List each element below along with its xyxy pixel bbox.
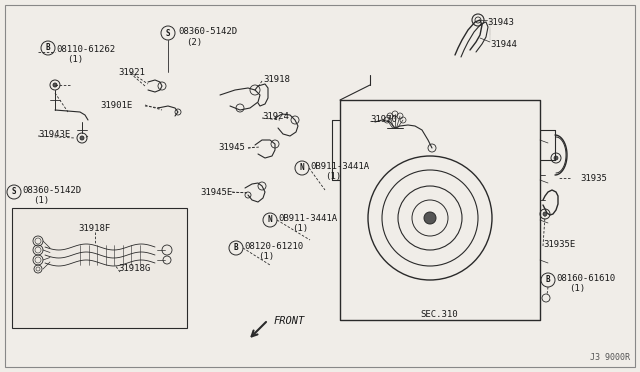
Circle shape	[424, 212, 436, 224]
Text: 31945: 31945	[218, 143, 245, 152]
Text: (1): (1)	[325, 172, 341, 181]
Text: 0B911-3441A: 0B911-3441A	[310, 162, 369, 171]
Text: (1): (1)	[292, 224, 308, 233]
Text: 31901E: 31901E	[100, 101, 132, 110]
Text: 31935: 31935	[580, 174, 607, 183]
Text: 08110-61262: 08110-61262	[56, 45, 115, 54]
Text: 08160-61610: 08160-61610	[556, 274, 615, 283]
Text: 31970: 31970	[370, 115, 397, 124]
Text: S: S	[166, 29, 170, 38]
Circle shape	[543, 212, 547, 216]
Text: B: B	[45, 44, 51, 52]
Text: 08360-5142D: 08360-5142D	[22, 186, 81, 195]
Text: FRONT: FRONT	[274, 316, 305, 326]
Text: N: N	[268, 215, 272, 224]
Text: 31944: 31944	[490, 40, 517, 49]
Text: 31935E: 31935E	[543, 240, 575, 249]
Text: 31918F: 31918F	[78, 224, 110, 233]
Text: (2): (2)	[186, 38, 202, 47]
Text: 0B911-3441A: 0B911-3441A	[278, 214, 337, 223]
Text: 08120-61210: 08120-61210	[244, 242, 303, 251]
Circle shape	[554, 156, 558, 160]
Text: SEC.310: SEC.310	[420, 310, 458, 319]
Text: (1): (1)	[67, 55, 83, 64]
Text: (1): (1)	[569, 284, 585, 293]
Circle shape	[53, 83, 57, 87]
Text: 31945E: 31945E	[200, 188, 232, 197]
Text: 08360-5142D: 08360-5142D	[178, 27, 237, 36]
Text: 31918: 31918	[263, 75, 290, 84]
Text: N: N	[300, 164, 304, 173]
Bar	[12, 208, 187, 328]
Text: S: S	[12, 187, 16, 196]
Text: B: B	[546, 276, 550, 285]
Text: 31918G: 31918G	[118, 264, 150, 273]
Text: 31921: 31921	[118, 68, 145, 77]
Circle shape	[80, 136, 84, 140]
Text: J3 9000R: J3 9000R	[590, 353, 630, 362]
Text: B: B	[234, 244, 238, 253]
Text: 31924: 31924	[262, 112, 289, 121]
Text: (1): (1)	[33, 196, 49, 205]
Text: 31943E: 31943E	[38, 130, 70, 139]
Text: 31943: 31943	[487, 18, 514, 27]
Text: (1): (1)	[258, 252, 274, 261]
